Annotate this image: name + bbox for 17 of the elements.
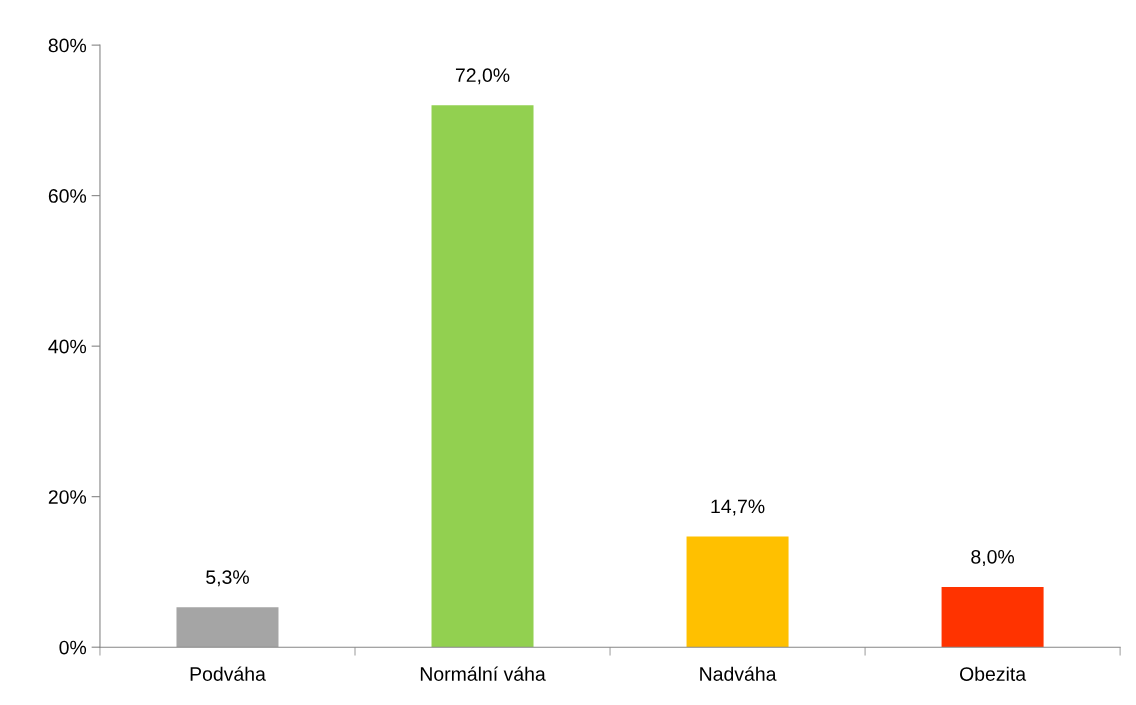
x-tick-label: Podváha [190, 666, 266, 681]
bar [686, 536, 789, 648]
data-label: 8,0% [971, 549, 1015, 566]
x-tick-label: Normální váha [420, 666, 546, 681]
bar [176, 607, 279, 648]
y-tick-label: 20% [48, 490, 87, 504]
data-label: 5,3% [206, 570, 249, 587]
data-label: 72,0% [455, 68, 510, 85]
bar [941, 586, 1044, 648]
y-tick-label: 60% [48, 189, 87, 203]
x-tick-label: Obezita [960, 666, 1027, 681]
data-label: 14,7% [711, 499, 765, 516]
y-tick-label: 40% [48, 339, 87, 354]
x-tick-label: Nadváha [700, 666, 777, 681]
bar [431, 105, 534, 648]
y-tick-label: 80% [48, 38, 87, 53]
y-tick-label: 0% [59, 640, 87, 655]
